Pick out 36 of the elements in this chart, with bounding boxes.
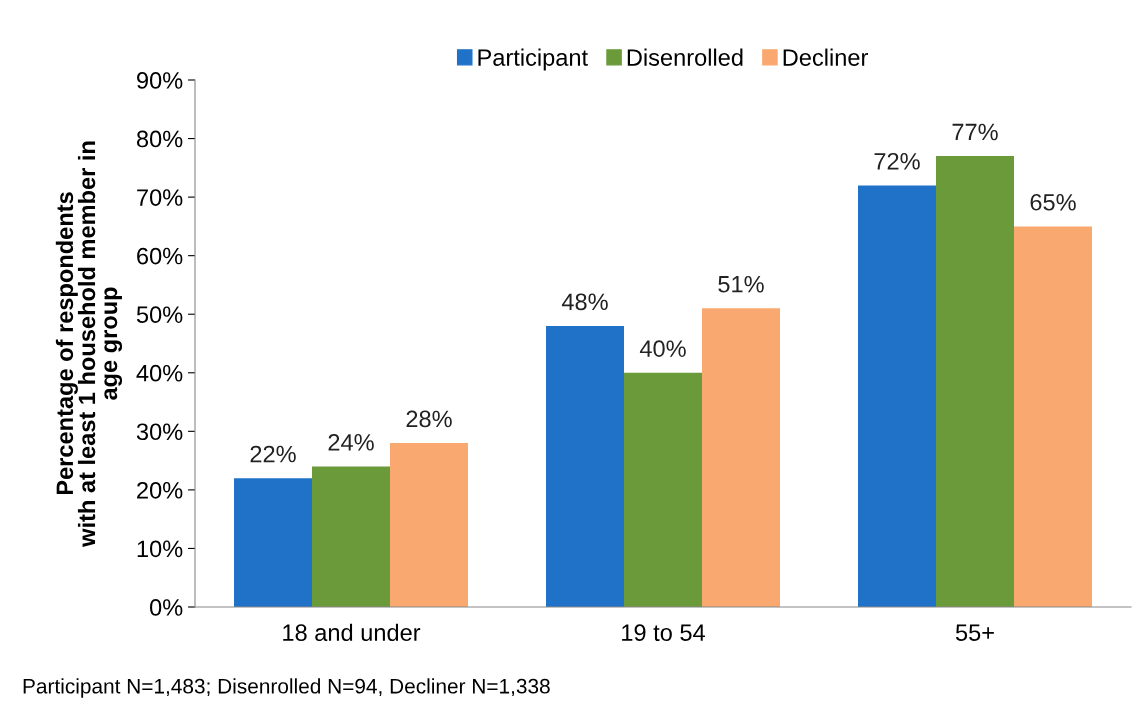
data-label: 65% bbox=[1030, 193, 1076, 211]
y-tick-label: 30% bbox=[136, 423, 183, 441]
bar bbox=[702, 308, 780, 607]
legend-label: Decliner bbox=[783, 48, 868, 66]
bar bbox=[936, 156, 1014, 607]
y-tick-label: 40% bbox=[136, 364, 183, 382]
data-label: 48% bbox=[561, 293, 608, 311]
y-tick-label: 80% bbox=[136, 130, 183, 148]
data-label: 77% bbox=[952, 123, 998, 141]
x-tick-label: 19 to 54 bbox=[622, 624, 705, 642]
y-tick-label: 50% bbox=[136, 306, 183, 324]
bar bbox=[234, 478, 312, 607]
bar bbox=[546, 325, 624, 607]
x-tick-label: 55+ bbox=[955, 624, 994, 642]
bar bbox=[624, 372, 702, 607]
y-tick-label: 20% bbox=[137, 481, 183, 499]
data-label: 22% bbox=[250, 445, 296, 463]
legend-label: Participant bbox=[478, 48, 588, 71]
data-label: 51% bbox=[718, 275, 764, 293]
bar bbox=[1014, 226, 1092, 607]
y-axis-title: Percentage of respondents with at least 1 household member in age group bbox=[55, 141, 123, 547]
x-tick-label: 18 and under bbox=[283, 623, 421, 642]
y-tick-label: 70% bbox=[137, 189, 183, 206]
data-label: 40% bbox=[639, 340, 686, 357]
data-label: 28% bbox=[406, 410, 452, 428]
bar bbox=[858, 185, 936, 607]
y-tick-label: 10% bbox=[137, 540, 183, 558]
bar bbox=[390, 443, 468, 607]
y-tick-label: 90% bbox=[137, 72, 183, 89]
y-tick-label: 60% bbox=[137, 247, 183, 265]
text: Participant N=1,483; Disenrolled N=94, Decliner N=1,338 bbox=[23, 678, 550, 698]
data-label: 72% bbox=[874, 152, 920, 170]
y-tick-label: 0% bbox=[149, 599, 183, 616]
data-label: 24% bbox=[328, 433, 374, 451]
legend-label: Disenrolled bbox=[627, 48, 743, 66]
bar bbox=[312, 466, 390, 607]
